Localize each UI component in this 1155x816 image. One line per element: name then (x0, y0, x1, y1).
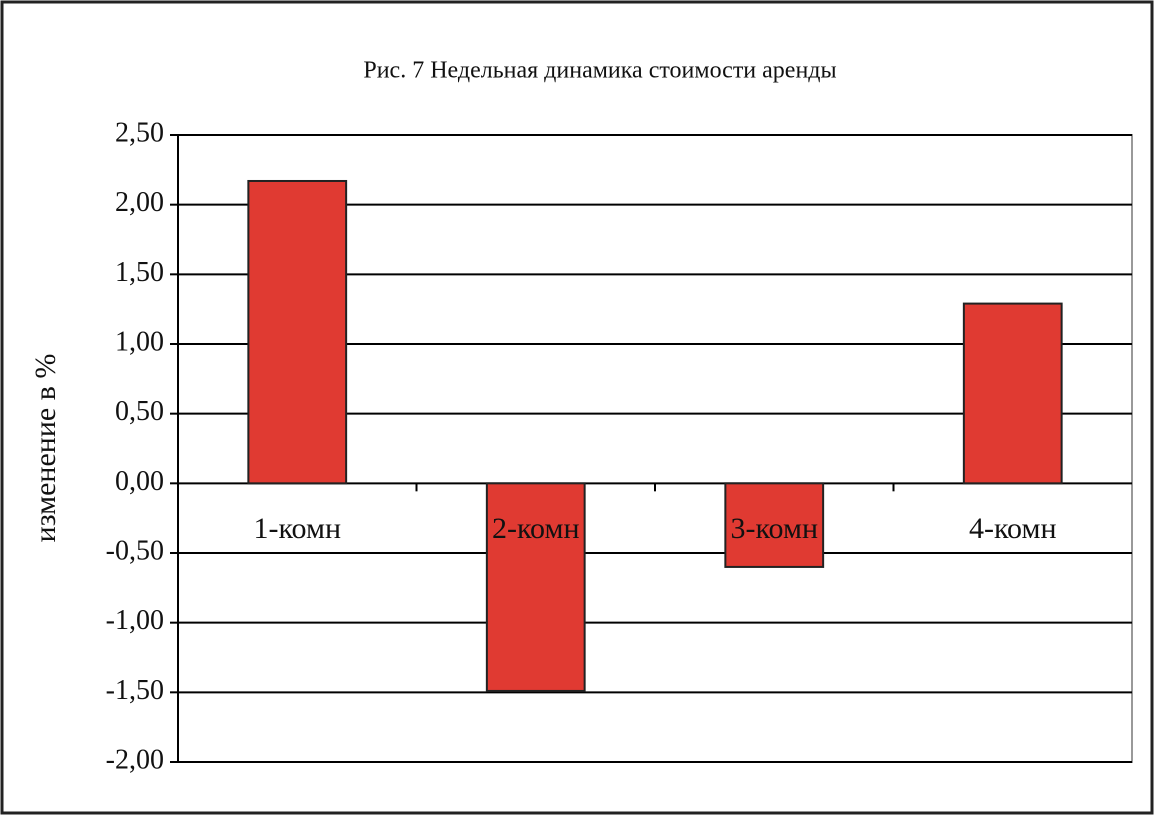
y-axis-label: изменение в % (29, 354, 62, 543)
bar (962, 302, 1063, 485)
bar (247, 179, 348, 485)
x-tick-label: 4-комн (969, 512, 1057, 545)
x-tick-label: 3-комн (730, 512, 818, 545)
y-tick-label: -2,00 (106, 744, 164, 775)
x-tick-label: 2-комн (492, 512, 580, 545)
y-tick-label: 1,00 (115, 326, 164, 357)
bar (724, 482, 825, 568)
y-tick-label: -1,50 (106, 675, 164, 706)
y-tick-label: 1,50 (115, 257, 164, 288)
y-tick-label: 2,50 (115, 117, 164, 148)
y-tick-label: 0,00 (115, 466, 164, 497)
y-tick-label: -0,50 (106, 535, 164, 566)
x-tick-label: 1-комн (253, 512, 341, 545)
y-tick-label: 0,50 (115, 396, 164, 427)
bar (485, 482, 586, 692)
y-tick-label: 2,00 (115, 187, 164, 218)
y-tick-label: -1,00 (106, 605, 164, 636)
chart-title: Рис. 7 Недельная динамика стоимости арен… (363, 58, 836, 84)
